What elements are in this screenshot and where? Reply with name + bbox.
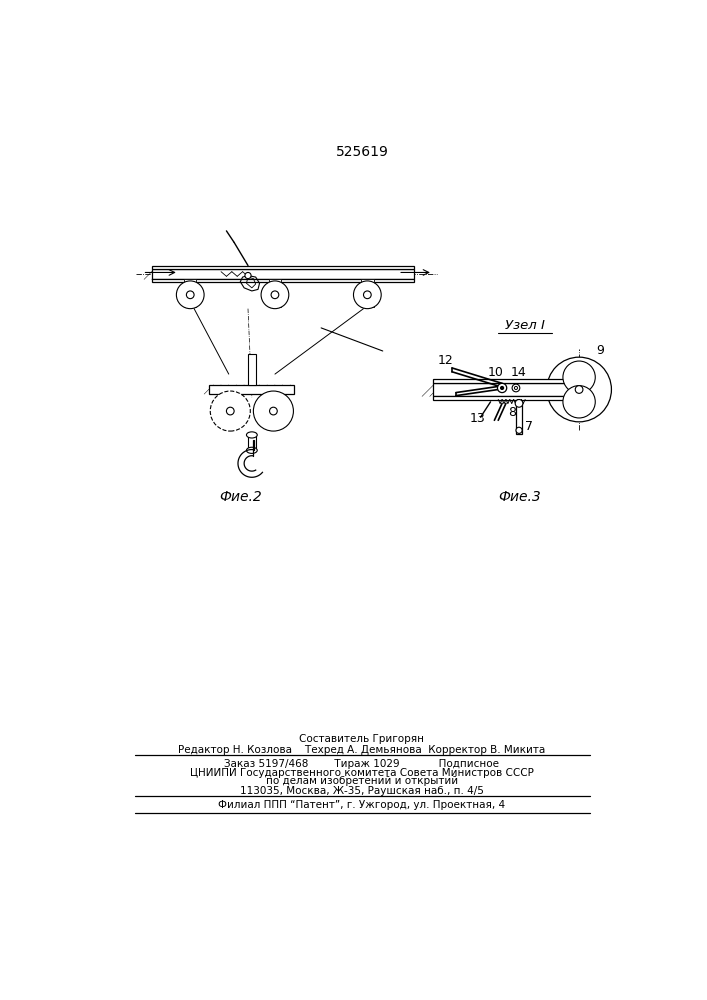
Bar: [433, 396, 568, 400]
Text: 13: 13: [469, 412, 485, 425]
Circle shape: [226, 407, 234, 415]
Circle shape: [245, 272, 251, 279]
Circle shape: [269, 407, 277, 415]
Circle shape: [354, 281, 381, 309]
Text: Узел I: Узел I: [506, 319, 545, 332]
Bar: [248, 354, 256, 385]
Circle shape: [515, 386, 518, 389]
Ellipse shape: [247, 432, 257, 438]
Bar: [516, 402, 522, 434]
Text: по делам изобретений и открытий: по делам изобретений и открытий: [266, 776, 458, 786]
Bar: [269, 279, 281, 307]
Text: 113035, Москва, Ж-35, Раушская наб., п. 4/5: 113035, Москва, Ж-35, Раушская наб., п. …: [240, 786, 484, 796]
Circle shape: [187, 291, 194, 299]
Text: 7: 7: [525, 420, 533, 433]
Circle shape: [261, 281, 288, 309]
Text: Редактор Н. Козлова    Техред А. Демьянова  Корректор В. Микита: Редактор Н. Козлова Техред А. Демьянова …: [178, 745, 546, 755]
Ellipse shape: [247, 447, 257, 453]
Circle shape: [253, 391, 293, 431]
Bar: [433, 383, 568, 396]
Circle shape: [547, 357, 612, 422]
Circle shape: [271, 291, 279, 299]
Text: 14: 14: [511, 366, 527, 379]
Bar: [152, 279, 414, 282]
Text: Фие.2: Фие.2: [219, 490, 262, 504]
Text: ЦНИИПИ Государственного комитета Совета Министров СССР: ЦНИИПИ Государственного комитета Совета …: [190, 768, 534, 778]
Text: 12: 12: [438, 354, 454, 367]
Bar: [361, 279, 373, 307]
Circle shape: [363, 291, 371, 299]
Text: 8: 8: [508, 406, 516, 419]
Text: 11: 11: [438, 385, 454, 398]
Text: Фие.3: Фие.3: [498, 490, 541, 504]
Text: 9: 9: [596, 344, 604, 358]
Circle shape: [501, 386, 503, 389]
Circle shape: [516, 427, 522, 433]
Bar: [433, 379, 568, 383]
Circle shape: [563, 361, 595, 393]
Bar: [248, 433, 256, 450]
Text: Заказ 5197/468        Тираж 1029            Подписное: Заказ 5197/468 Тираж 1029 Подписное: [224, 759, 499, 769]
Circle shape: [210, 391, 250, 431]
Bar: [184, 279, 197, 307]
Circle shape: [575, 386, 583, 393]
Circle shape: [563, 386, 595, 418]
Text: Составитель Григорян: Составитель Григорян: [300, 734, 424, 744]
Circle shape: [515, 400, 523, 407]
Bar: [152, 266, 414, 269]
Circle shape: [512, 384, 520, 392]
Text: 525619: 525619: [336, 145, 388, 159]
Text: 10: 10: [488, 366, 504, 379]
Circle shape: [176, 281, 204, 309]
Text: Филиал ППП “Патент”, г. Ужгород, ул. Проектная, 4: Филиал ППП “Патент”, г. Ужгород, ул. Про…: [218, 800, 506, 810]
Bar: [209, 385, 294, 394]
Bar: [152, 269, 414, 279]
Circle shape: [498, 383, 507, 393]
